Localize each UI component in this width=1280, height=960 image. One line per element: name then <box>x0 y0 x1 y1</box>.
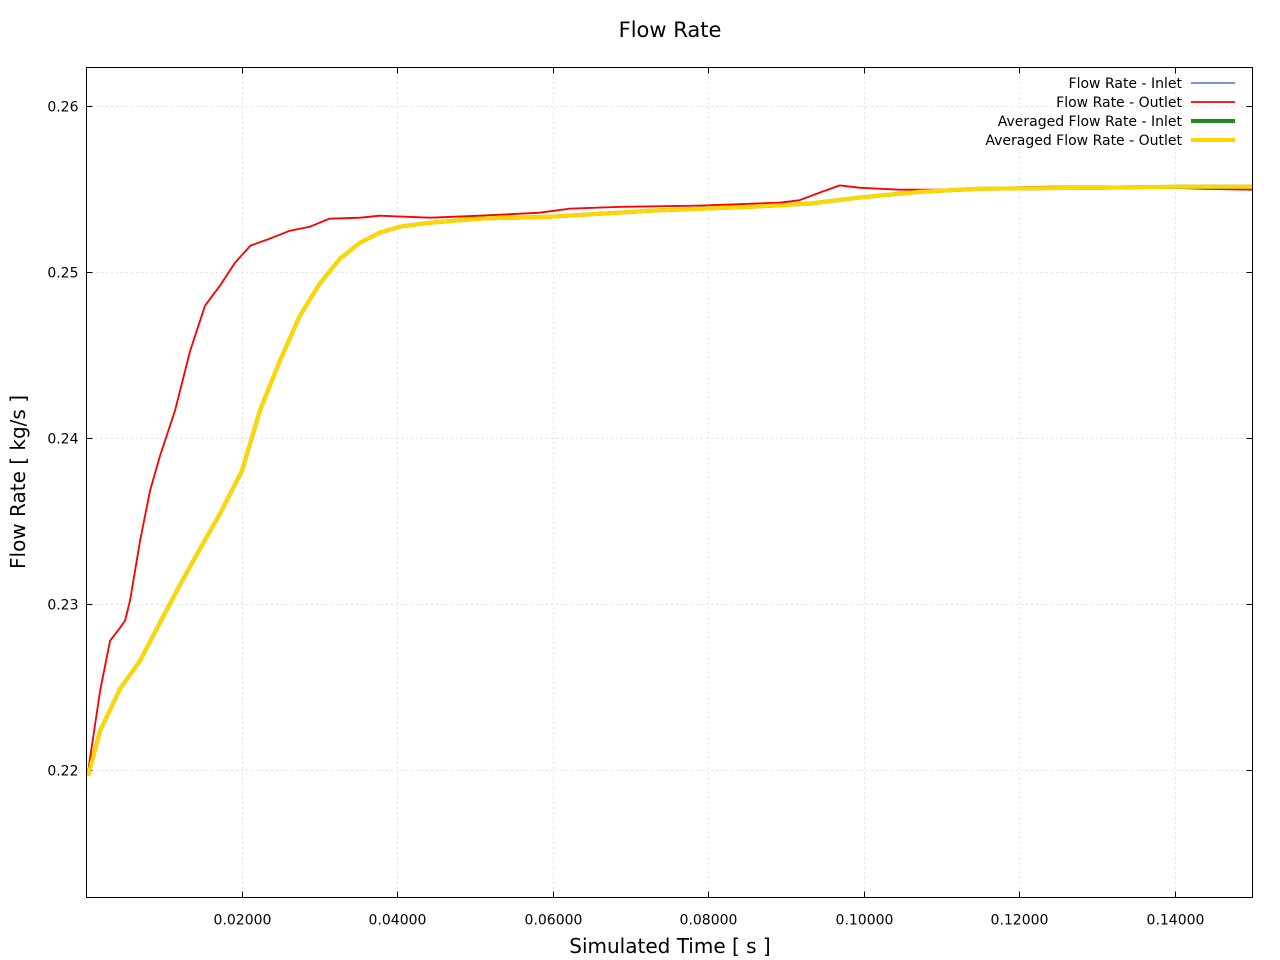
series-line-2 <box>87 184 1253 772</box>
legend: Flow Rate - Inlet Flow Rate - Outlet Avera… <box>985 76 1235 149</box>
x-tick-label: 0.04000 <box>369 913 427 929</box>
x-tick-label: 0.14000 <box>1147 913 1205 929</box>
y-tick-label: 0.22 <box>47 764 78 780</box>
x-tick-label: 0.10000 <box>836 913 894 929</box>
y-tick-label: 0.23 <box>47 598 78 614</box>
y-tick-label: 0.25 <box>47 266 78 282</box>
series-lines <box>86 184 1253 777</box>
x-axis-label: Simulated Time [ s ] <box>569 934 770 958</box>
plot-frame <box>86 67 1253 898</box>
legend-label: Flow Rate - Outlet <box>1056 95 1182 111</box>
series-line-4 <box>86 184 1253 777</box>
y-tick-label: 0.26 <box>47 100 78 116</box>
axis-ticks: 0.02000 0.04000 0.06000 0.08000 0.10000 0.120… <box>47 67 1253 929</box>
x-tick-label: 0.02000 <box>214 913 272 929</box>
x-tick-label: 0.06000 <box>525 913 583 929</box>
series-line-1 <box>87 184 1253 772</box>
legend-label: Averaged Flow Rate - Outlet <box>985 133 1182 149</box>
chart-title: Flow Rate <box>619 18 722 42</box>
legend-label: Averaged Flow Rate - Inlet <box>998 114 1183 130</box>
x-tick-label: 0.08000 <box>680 913 738 929</box>
x-tick-label: 0.12000 <box>991 913 1049 929</box>
legend-label: Flow Rate - Inlet <box>1069 76 1183 92</box>
y-tick-label: 0.24 <box>47 432 78 448</box>
series-line-3 <box>86 184 1253 777</box>
y-axis-label: Flow Rate [ kg/s ] <box>6 395 30 569</box>
grid <box>86 67 1253 898</box>
